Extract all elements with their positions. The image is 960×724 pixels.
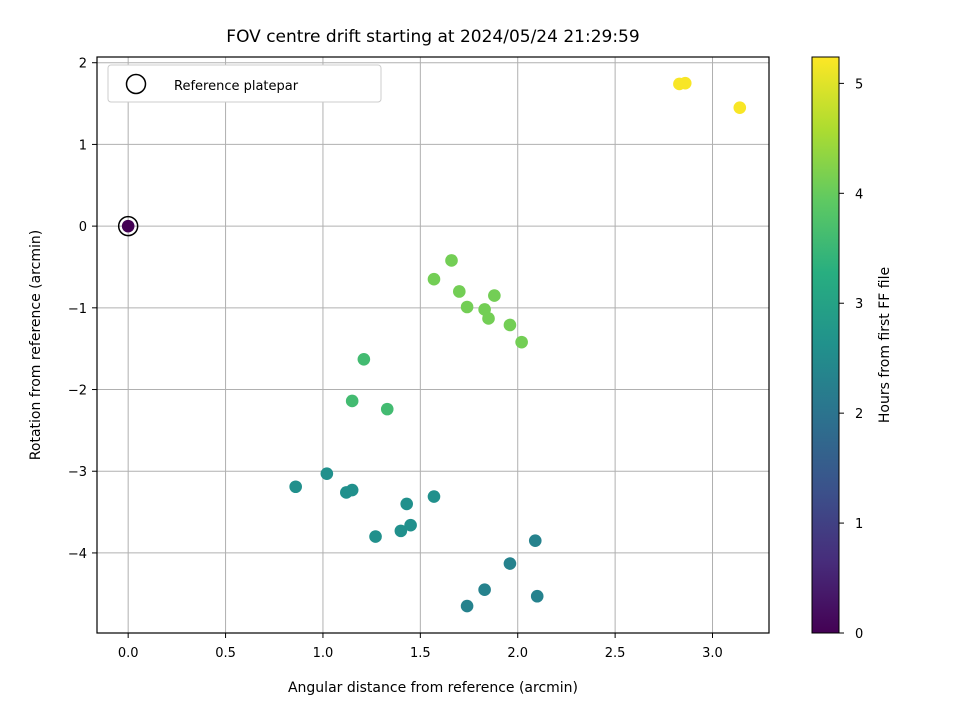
colorbar-tick-label: 2 xyxy=(855,407,863,422)
colorbar-tick-label: 3 xyxy=(855,297,863,312)
plot-frame xyxy=(96,56,770,634)
plot-area xyxy=(97,57,769,633)
data-point xyxy=(345,394,359,408)
data-point xyxy=(427,490,441,503)
colorbar-label: Hours from first FF file xyxy=(877,267,893,423)
x-axis-label: Angular distance from reference (arcmin) xyxy=(288,680,578,696)
data-point xyxy=(528,534,542,547)
data-point xyxy=(530,589,544,603)
y-tick-label: −3 xyxy=(68,465,87,480)
colorbar-tick-label: 0 xyxy=(855,627,863,642)
colorbar-tick-label: 5 xyxy=(855,77,863,92)
x-tick-label: 2.5 xyxy=(605,646,626,661)
data-point xyxy=(503,557,517,570)
data-point xyxy=(482,312,495,325)
y-tick-label: 2 xyxy=(79,57,87,72)
x-tick-label: 3.0 xyxy=(702,646,723,661)
x-tick-label: 0.5 xyxy=(215,646,236,661)
x-tick-label: 1.5 xyxy=(410,646,431,661)
x-tick-label: 1.0 xyxy=(313,646,334,661)
x-tick-label: 0.0 xyxy=(118,646,139,661)
data-point xyxy=(394,524,408,538)
data-point xyxy=(289,480,302,494)
colorbar-tick-label: 4 xyxy=(855,187,863,202)
data-point xyxy=(503,318,517,332)
colorbar: 0 1 2 3 4 5 Hours from first FF file xyxy=(811,56,893,642)
legend: Reference platepar xyxy=(107,64,382,103)
colorbar-tick-label: 1 xyxy=(855,517,863,532)
y-axis-ticks: −4 −3 −2 −1 0 1 2 xyxy=(68,57,97,562)
data-point xyxy=(121,219,135,233)
y-tick-label: −1 xyxy=(68,302,87,317)
legend-label: Reference platepar xyxy=(174,79,299,94)
y-tick-label: 1 xyxy=(79,138,87,153)
data-point xyxy=(404,518,417,532)
legend-marker-icon xyxy=(125,73,147,95)
y-tick-label: −2 xyxy=(68,384,87,399)
data-points xyxy=(117,76,747,613)
reference-platepar-marker xyxy=(117,215,139,237)
chart-title: FOV centre drift starting at 2024/05/24 … xyxy=(226,27,639,47)
colorbar-ticks: 0 1 2 3 4 5 xyxy=(839,77,863,642)
y-axis-label: Rotation from reference (arcmin) xyxy=(28,230,44,460)
data-point xyxy=(515,335,528,349)
colorbar-gradient xyxy=(811,56,840,634)
x-tick-label: 2.0 xyxy=(507,646,528,661)
data-point xyxy=(478,583,491,596)
data-point xyxy=(400,497,414,511)
data-point xyxy=(452,285,466,298)
data-point xyxy=(427,272,441,286)
y-tick-label: −4 xyxy=(68,547,87,562)
data-point xyxy=(357,352,371,366)
data-point xyxy=(678,76,692,90)
data-point xyxy=(380,402,394,416)
legend-box xyxy=(107,64,382,103)
data-point xyxy=(460,300,474,314)
data-point xyxy=(488,289,501,302)
data-point xyxy=(733,101,747,114)
x-axis-ticks: 0.0 0.5 1.0 1.5 2.0 2.5 3.0 xyxy=(118,633,723,661)
data-point xyxy=(345,483,359,497)
data-point xyxy=(445,254,458,267)
data-point xyxy=(369,530,382,543)
y-tick-label: 0 xyxy=(79,220,87,235)
data-point xyxy=(460,599,474,613)
data-point xyxy=(320,467,334,480)
